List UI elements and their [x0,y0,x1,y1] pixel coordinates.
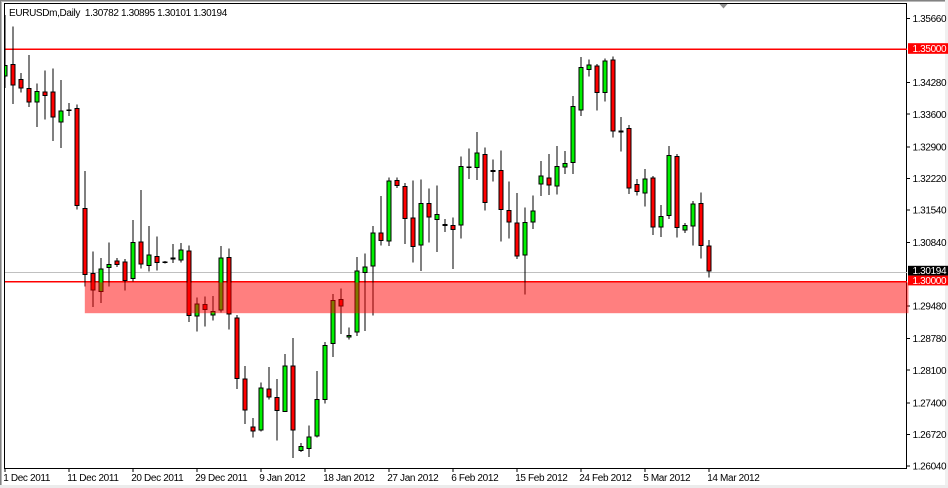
svg-text:1.32220: 1.32220 [913,174,947,185]
svg-text:9 Jan 2012: 9 Jan 2012 [259,473,306,484]
svg-text:1.32900: 1.32900 [913,142,947,153]
svg-text:EURUSDm,Daily 1.30782 1.30895: EURUSDm,Daily 1.30782 1.30895 1.30101 1.… [9,8,228,19]
svg-text:1.28100: 1.28100 [913,366,947,377]
svg-text:1.28780: 1.28780 [913,334,947,345]
svg-text:24 Feb 2012: 24 Feb 2012 [579,473,632,484]
svg-text:1.34280: 1.34280 [913,78,947,89]
svg-text:1.26040: 1.26040 [913,462,947,473]
svg-text:1.30840: 1.30840 [913,238,947,249]
svg-text:1 Dec 2011: 1 Dec 2011 [3,473,51,484]
svg-text:1.29480: 1.29480 [913,302,947,313]
svg-text:6 Feb 2012: 6 Feb 2012 [451,473,499,484]
svg-text:1.30194: 1.30194 [913,266,947,277]
svg-text:1.35660: 1.35660 [913,14,947,25]
svg-text:29 Dec 2011: 29 Dec 2011 [195,473,248,484]
svg-text:1.33600: 1.33600 [913,110,947,121]
svg-text:14 Mar 2012: 14 Mar 2012 [707,473,760,484]
svg-text:1.35000: 1.35000 [913,44,947,55]
svg-text:18 Jan 2012: 18 Jan 2012 [323,473,375,484]
svg-text:11 Dec 2011: 11 Dec 2011 [67,473,119,484]
svg-text:5 Mar 2012: 5 Mar 2012 [643,473,691,484]
svg-text:15 Feb 2012: 15 Feb 2012 [515,473,568,484]
svg-text:1.30000: 1.30000 [913,276,947,287]
svg-text:27 Jan 2012: 27 Jan 2012 [387,473,439,484]
svg-text:20 Dec 2011: 20 Dec 2011 [131,473,184,484]
svg-text:1.26720: 1.26720 [913,430,947,441]
svg-text:1.27400: 1.27400 [913,398,947,409]
svg-text:1.31540: 1.31540 [913,206,947,217]
